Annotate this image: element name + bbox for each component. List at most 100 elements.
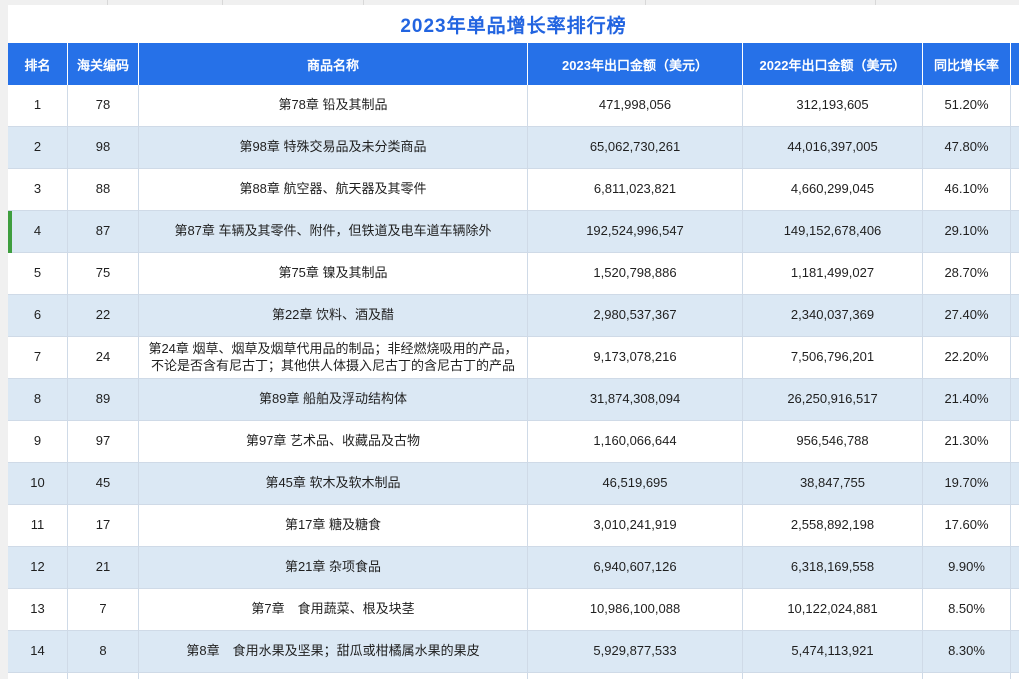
cell-rank[interactable]: 9: [8, 421, 68, 462]
cell-rank[interactable]: 14: [8, 631, 68, 672]
cell-code[interactable]: 45: [68, 463, 139, 504]
cell-code[interactable]: 8: [68, 631, 139, 672]
row-filler: [1011, 85, 1019, 126]
cell-amount-2023[interactable]: 6,940,607,126: [528, 547, 743, 588]
cell-rank[interactable]: 2: [8, 127, 68, 168]
cell-code[interactable]: 17: [68, 505, 139, 546]
cell-name[interactable]: 第97章 艺术品、收藏品及古物: [139, 421, 528, 462]
cell-growth[interactable]: 22.20%: [923, 337, 1011, 378]
cell-amount-2022[interactable]: 6,318,169,558: [743, 547, 923, 588]
cell-amount-2023[interactable]: 471,998,056: [528, 85, 743, 126]
table-row[interactable]: 7 24 第24章 烟草、烟草及烟草代用品的制品；非经燃烧吸用的产品，不论是否含有尼…: [8, 337, 1019, 379]
cell-rank[interactable]: 8: [8, 379, 68, 420]
cell-amount-2023[interactable]: 5,929,877,533: [528, 631, 743, 672]
cell-rank[interactable]: 4: [8, 211, 68, 252]
table-row[interactable]: 14 8 第8章 食用水果及坚果；甜瓜或柑橘属水果的果皮 5,929,877,533 5…: [8, 631, 1019, 673]
cell-growth[interactable]: 27.40%: [923, 295, 1011, 336]
table-row[interactable]: 13 7 第7章 食用蔬菜、根及块茎 10,986,100,088 10,122,024…: [8, 589, 1019, 631]
table-row[interactable]: 2 98 第98章 特殊交易品及未分类商品 65,062,730,261 44,016,…: [8, 127, 1019, 169]
cell-amount-2022[interactable]: 38,847,755: [743, 463, 923, 504]
table-row[interactable]: 6 22 第22章 饮料、酒及醋 2,980,537,367 2,340,037,369…: [8, 295, 1019, 337]
cell-amount-2023[interactable]: 1,160,066,644: [528, 421, 743, 462]
cell-amount-2023[interactable]: 31,874,308,094: [528, 379, 743, 420]
cell-growth[interactable]: 21.40%: [923, 379, 1011, 420]
cell-growth[interactable]: 8.50%: [923, 589, 1011, 630]
cell-amount-2023[interactable]: 3,010,241,919: [528, 505, 743, 546]
table-row[interactable]: 12 21 第21章 杂项食品 6,940,607,126 6,318,169,558 9…: [8, 547, 1019, 589]
cell-growth[interactable]: 21.30%: [923, 421, 1011, 462]
cell-code[interactable]: 88: [68, 169, 139, 210]
cell-name[interactable]: 第7章 食用蔬菜、根及块茎: [139, 589, 528, 630]
cell-amount-2023[interactable]: 192,524,996,547: [528, 211, 743, 252]
cell-code[interactable]: 97: [68, 421, 139, 462]
cell-code[interactable]: 22: [68, 295, 139, 336]
cell-name[interactable]: 第22章 饮料、酒及醋: [139, 295, 528, 336]
cell-amount-2023[interactable]: 46,519,695: [528, 463, 743, 504]
cell-name[interactable]: 第24章 烟草、烟草及烟草代用品的制品；非经燃烧吸用的产品，不论是否含有尼古丁；…: [139, 337, 528, 378]
cell-name[interactable]: 第45章 软木及软木制品: [139, 463, 528, 504]
cell-code[interactable]: 24: [68, 337, 139, 378]
cell-name[interactable]: 第98章 特殊交易品及未分类商品: [139, 127, 528, 168]
cell-rank[interactable]: 7: [8, 337, 68, 378]
cell-rank[interactable]: 12: [8, 547, 68, 588]
table-row[interactable]: 10 45 第45章 软木及软木制品 46,519,695 38,847,755 19.7…: [8, 463, 1019, 505]
cell-name[interactable]: 第89章 船舶及浮动结构体: [139, 379, 528, 420]
cell-rank[interactable]: 10: [8, 463, 68, 504]
cell-amount-2022[interactable]: 149,152,678,406: [743, 211, 923, 252]
cell-amount-2022[interactable]: 312,193,605: [743, 85, 923, 126]
cell-amount-2022[interactable]: 26,250,916,517: [743, 379, 923, 420]
cell-growth[interactable]: 17.60%: [923, 505, 1011, 546]
cell-name[interactable]: 第75章 镍及其制品: [139, 253, 528, 294]
cell-amount-2023[interactable]: 10,986,100,088: [528, 589, 743, 630]
cell-amount-2023[interactable]: 1,520,798,886: [528, 253, 743, 294]
cell-amount-2022[interactable]: 956,546,788: [743, 421, 923, 462]
table-row[interactable]: 5 75 第75章 镍及其制品 1,520,798,886 1,181,499,027 2…: [8, 253, 1019, 295]
cell-growth[interactable]: 51.20%: [923, 85, 1011, 126]
cell-code[interactable]: 21: [68, 547, 139, 588]
cell-rank[interactable]: 3: [8, 169, 68, 210]
cell-amount-2022[interactable]: 2,558,892,198: [743, 505, 923, 546]
cell-growth[interactable]: 28.70%: [923, 253, 1011, 294]
cell-rank[interactable]: 13: [8, 589, 68, 630]
cell-amount-2023[interactable]: 2,980,537,367: [528, 295, 743, 336]
cell-amount-2022[interactable]: 1,181,499,027: [743, 253, 923, 294]
cell-name[interactable]: 第87章 车辆及其零件、附件，但铁道及电车道车辆除外: [139, 211, 528, 252]
cell-growth[interactable]: 47.80%: [923, 127, 1011, 168]
cell-amount-2023[interactable]: 65,062,730,261: [528, 127, 743, 168]
cell-code[interactable]: 7: [68, 589, 139, 630]
table-row[interactable]: 3 88 第88章 航空器、航天器及其零件 6,811,023,821 4,660,29…: [8, 169, 1019, 211]
cell-amount-2022[interactable]: 44,016,397,005: [743, 127, 923, 168]
cell-rank[interactable]: 1: [8, 85, 68, 126]
cell-rank[interactable]: 5: [8, 253, 68, 294]
table-row[interactable]: 9 97 第97章 艺术品、收藏品及古物 1,160,066,644 956,546,7…: [8, 421, 1019, 463]
cell-amount-2023[interactable]: 9,173,078,216: [528, 337, 743, 378]
cell-name[interactable]: 第8章 食用水果及坚果；甜瓜或柑橘属水果的果皮: [139, 631, 528, 672]
cell-amount-2022[interactable]: 7,506,796,201: [743, 337, 923, 378]
cell-growth[interactable]: 29.10%: [923, 211, 1011, 252]
cell-amount-2023[interactable]: 6,811,023,821: [528, 169, 743, 210]
table-row[interactable]: 1 78 第78章 铅及其制品 471,998,056 312,193,605 51.20…: [8, 85, 1019, 127]
cell-growth[interactable]: 8.30%: [923, 631, 1011, 672]
cell-amount-2022[interactable]: 4,660,299,045: [743, 169, 923, 210]
table-row[interactable]: 11 17 第17章 糖及糖食 3,010,241,919 2,558,892,198 1…: [8, 505, 1019, 547]
cell-amount-2022[interactable]: 5,474,113,921: [743, 631, 923, 672]
table-row[interactable]: 4 87 第87章 车辆及其零件、附件，但铁道及电车道车辆除外 192,524,996…: [8, 211, 1019, 253]
cell-code[interactable]: 98: [68, 127, 139, 168]
cell-rank[interactable]: 11: [8, 505, 68, 546]
cell-name[interactable]: 第21章 杂项食品: [139, 547, 528, 588]
cell-rank[interactable]: 6: [8, 295, 68, 336]
cell-name[interactable]: 第78章 铅及其制品: [139, 85, 528, 126]
cell-code[interactable]: 75: [68, 253, 139, 294]
cell-name[interactable]: 第88章 航空器、航天器及其零件: [139, 169, 528, 210]
cell-code[interactable]: 78: [68, 85, 139, 126]
cell-amount-2022[interactable]: 10,122,024,881: [743, 589, 923, 630]
cell-growth[interactable]: 9.90%: [923, 547, 1011, 588]
cell-amount-2022[interactable]: 2,340,037,369: [743, 295, 923, 336]
cell-name[interactable]: 第17章 糖及糖食: [139, 505, 528, 546]
cell-growth[interactable]: 46.10%: [923, 169, 1011, 210]
cell-growth[interactable]: 19.70%: [923, 463, 1011, 504]
table-row[interactable]: 8 89 第89章 船舶及浮动结构体 31,874,308,094 26,250,916…: [8, 379, 1019, 421]
row-filler: [1011, 253, 1019, 294]
cell-code[interactable]: 89: [68, 379, 139, 420]
cell-code[interactable]: 87: [68, 211, 139, 252]
